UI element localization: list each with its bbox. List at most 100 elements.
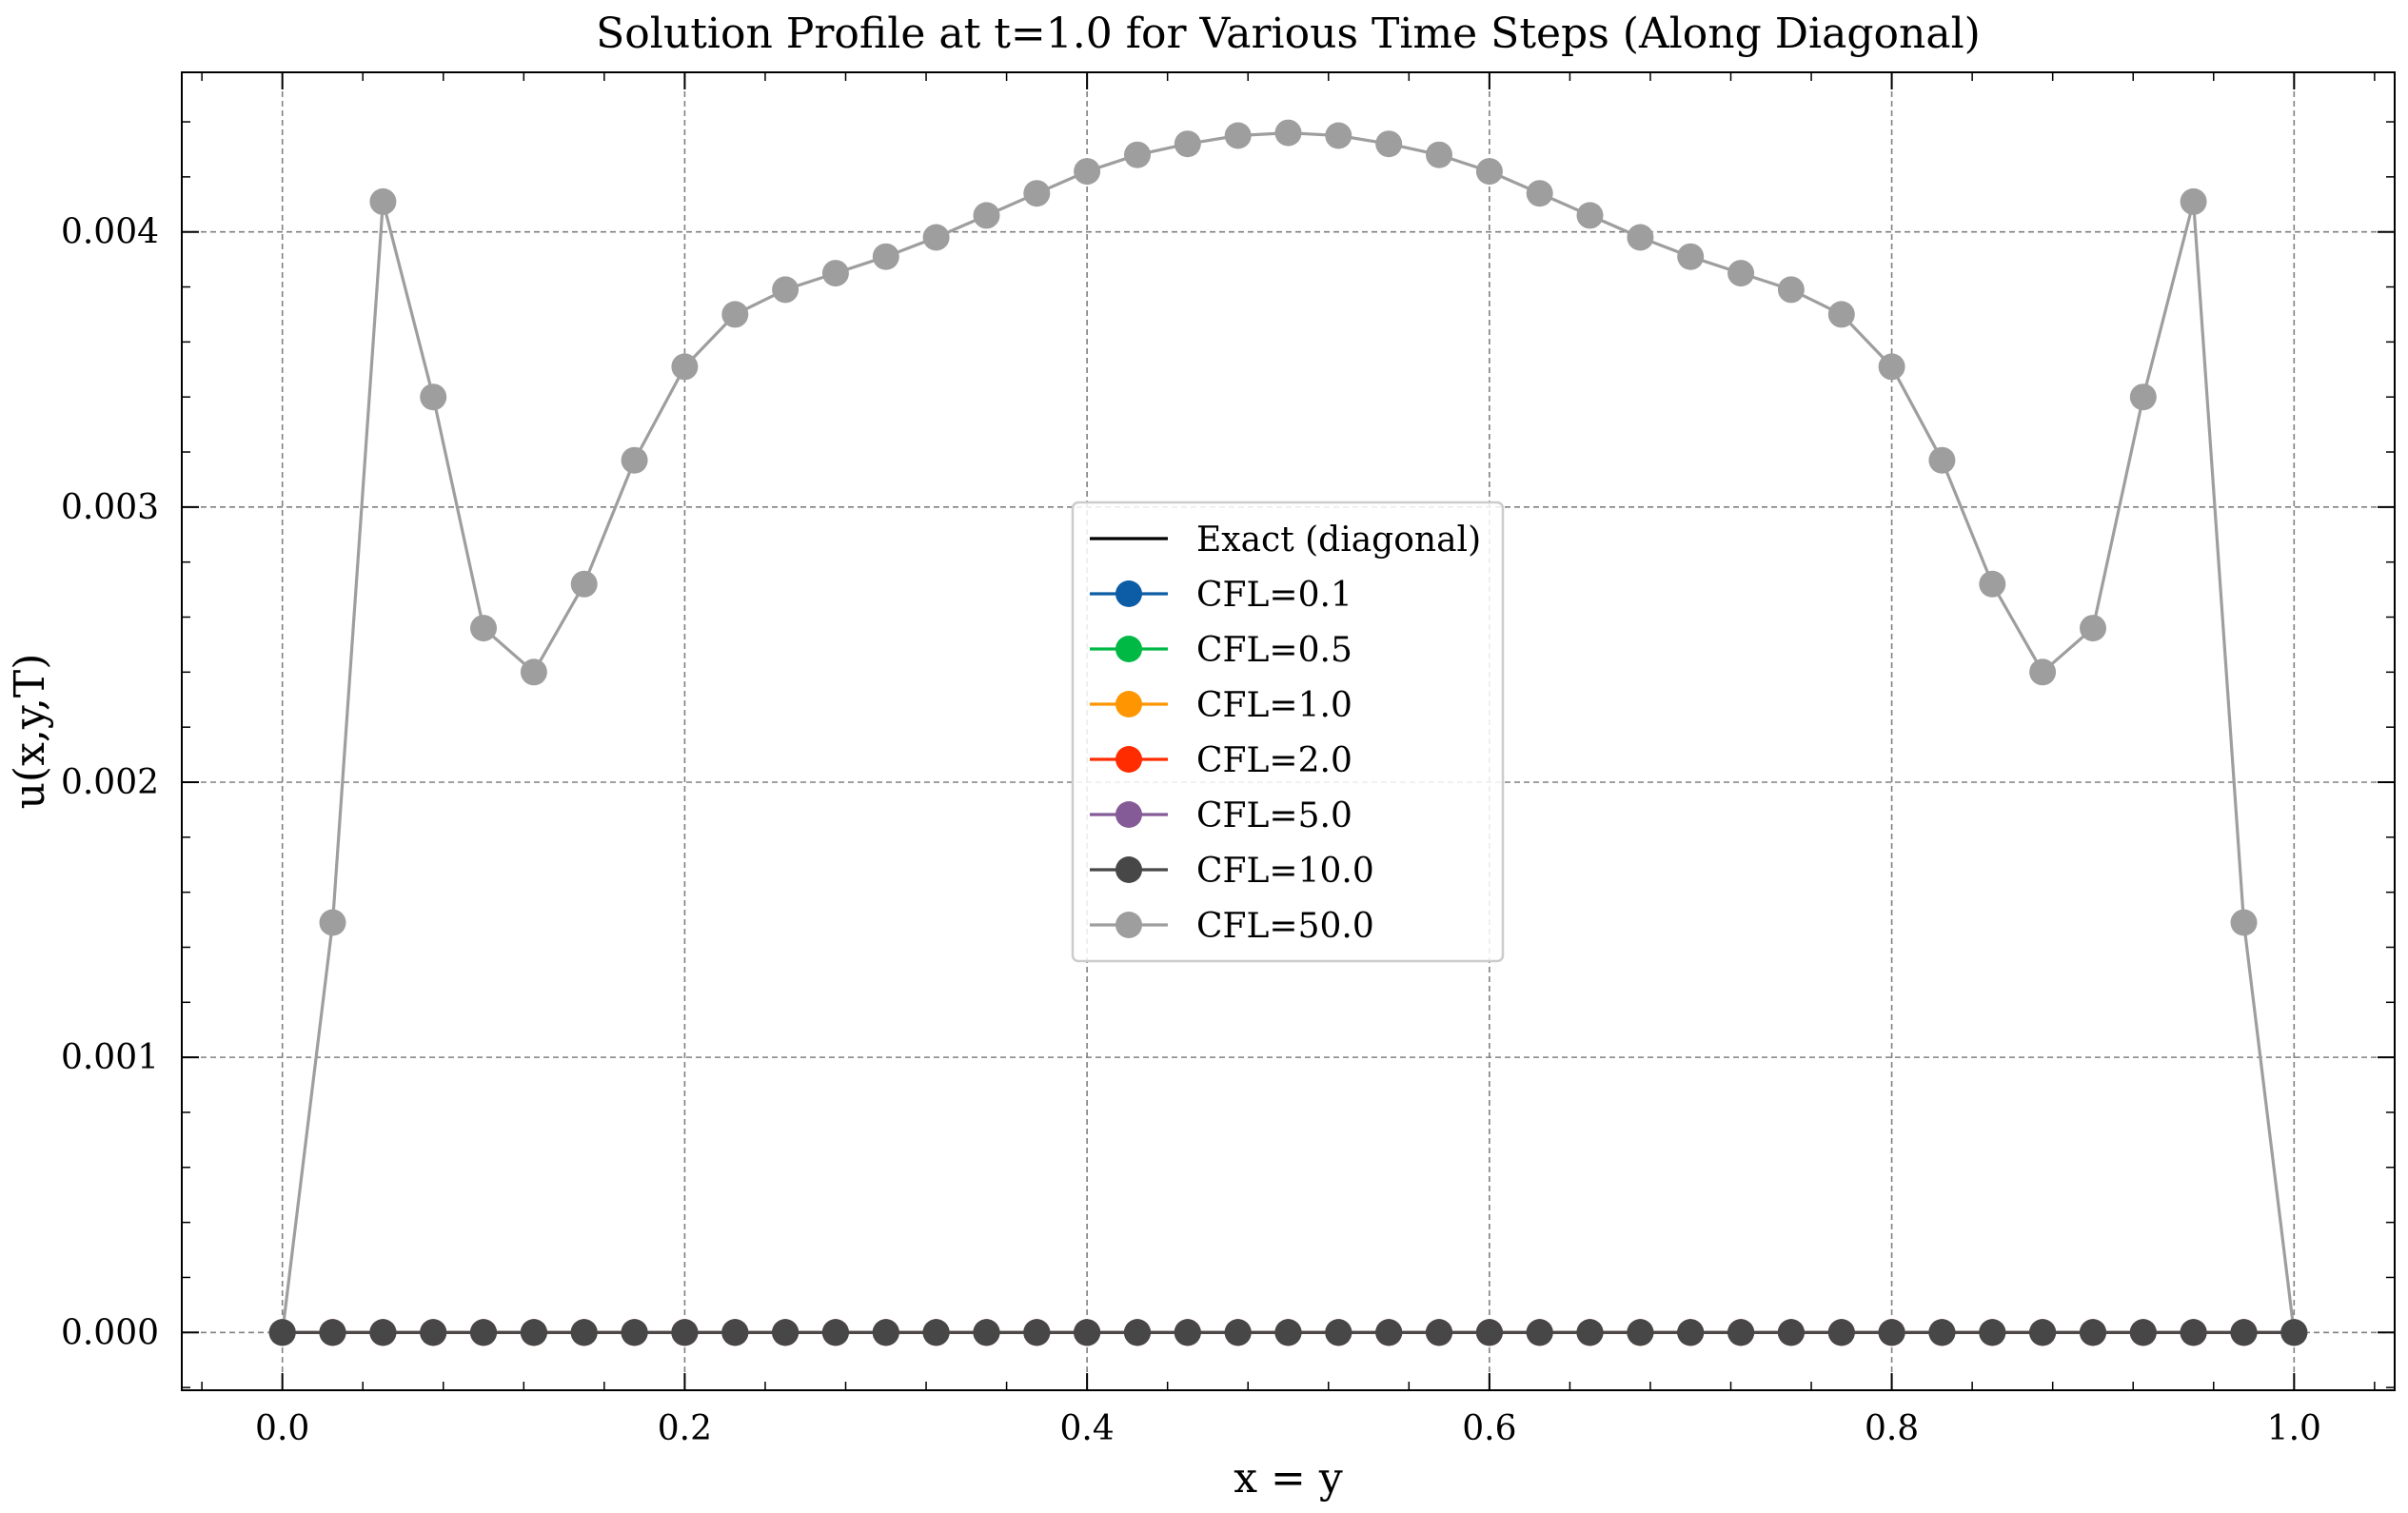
data-point: [821, 260, 849, 287]
data-point: [1224, 1319, 1252, 1346]
data-point: [1727, 260, 1755, 287]
data-point: [2129, 1319, 2157, 1346]
legend-label: CFL=1.0: [1196, 686, 1352, 725]
data-point: [1475, 158, 1503, 186]
data-point: [1274, 1319, 1302, 1346]
data-point: [671, 353, 699, 381]
data-point: [2080, 1319, 2106, 1346]
series-cfl-50-0: [268, 119, 2308, 1346]
series-cfl-10-0: [268, 1319, 2308, 1346]
legend-marker: [1115, 801, 1142, 828]
data-point: [1627, 1319, 1654, 1346]
data-point: [872, 1319, 899, 1346]
data-point: [570, 1319, 598, 1346]
legend-label: CFL=50.0: [1196, 907, 1374, 946]
data-point: [520, 658, 547, 686]
plot-frame: [181, 71, 2396, 1391]
data-point: [1124, 141, 1151, 168]
data-point: [1827, 301, 1855, 328]
y-tick-label: 0.004: [61, 213, 159, 252]
data-point: [1526, 180, 1553, 207]
data-point: [1124, 1319, 1151, 1346]
data-point: [1979, 570, 2006, 598]
data-point: [268, 1319, 296, 1346]
data-point: [772, 276, 799, 304]
y-tick-label: 0.002: [61, 763, 159, 802]
data-point: [1526, 1319, 1553, 1346]
data-point: [1274, 119, 1302, 147]
legend-item: CFL=0.1: [1090, 576, 1352, 615]
legend-item: CFL=50.0: [1090, 907, 1374, 946]
data-point: [369, 187, 397, 215]
legend-label: CFL=2.0: [1196, 741, 1352, 780]
data-point: [1023, 180, 1051, 207]
data-point: [470, 615, 497, 642]
data-point: [570, 570, 598, 598]
data-point: [1426, 1319, 1452, 1346]
y-axis-label: u(x,y,T): [6, 654, 54, 810]
data-point: [1325, 122, 1352, 149]
data-point: [2080, 615, 2106, 642]
data-point: [1827, 1319, 1855, 1346]
legend-label: CFL=10.0: [1196, 852, 1374, 891]
data-point: [1878, 1319, 1905, 1346]
legend-item: CFL=10.0: [1090, 852, 1374, 891]
data-point: [1727, 1319, 1755, 1346]
data-point: [2280, 1319, 2308, 1346]
data-point: [973, 1319, 1000, 1346]
data-point: [922, 224, 950, 251]
axis-ticks: 0.0 0.2 0.4 0.6 0.8 1.0 0.000 0.001 0.002 0.003 0.…: [61, 72, 2395, 1448]
data-point: [872, 243, 899, 270]
data-point: [319, 909, 346, 936]
legend-item: CFL=5.0: [1090, 796, 1352, 835]
data-point: [1677, 243, 1705, 270]
data-point: [821, 1319, 849, 1346]
legend-item: CFL=0.5: [1090, 631, 1352, 670]
legend-label: CFL=5.0: [1196, 796, 1352, 835]
y-tick-label: 0.001: [61, 1038, 159, 1077]
data-point: [319, 1319, 346, 1346]
plot-series: [268, 119, 2308, 1346]
legend-box: [1071, 501, 1505, 963]
legend-marker: [1115, 912, 1142, 938]
data-point: [1074, 158, 1101, 186]
data-point: [1777, 1319, 1805, 1346]
data-point: [1928, 446, 1956, 474]
data-point: [1174, 1319, 1201, 1346]
legend-marker: [1115, 636, 1142, 662]
data-point: [621, 1319, 648, 1346]
legend-label: CFL=0.5: [1196, 631, 1352, 670]
data-point: [922, 1319, 950, 1346]
data-point: [470, 1319, 497, 1346]
data-point: [1224, 122, 1252, 149]
data-point: [2180, 187, 2207, 215]
data-point: [1677, 1319, 1705, 1346]
data-point: [2180, 1319, 2207, 1346]
legend-item: Exact (diagonal): [1090, 521, 1481, 560]
legend-label: CFL=0.1: [1196, 576, 1352, 615]
data-point: [1576, 202, 1604, 229]
x-tick-label: 0.4: [1060, 1409, 1115, 1448]
y-tick-label: 0.000: [61, 1313, 159, 1352]
data-point: [1174, 130, 1201, 158]
legend: Exact (diagonal) CFL=0.1 CFL=0.5 CFL=1.0 CFL…: [1071, 501, 1505, 963]
data-point: [1375, 1319, 1403, 1346]
data-point: [1426, 141, 1452, 168]
legend-marker: [1115, 580, 1142, 607]
data-point: [2230, 909, 2258, 936]
data-point: [671, 1319, 699, 1346]
y-tick-label: 0.003: [61, 488, 159, 527]
data-point: [2129, 383, 2157, 411]
data-point: [1475, 1319, 1503, 1346]
data-point: [721, 301, 749, 328]
data-point: [1576, 1319, 1604, 1346]
data-point: [772, 1319, 799, 1346]
legend-item: CFL=1.0: [1090, 686, 1352, 725]
data-point: [520, 1319, 547, 1346]
data-point: [1325, 1319, 1352, 1346]
data-point: [420, 383, 447, 411]
legend-marker: [1115, 746, 1142, 773]
x-tick-label: 0.2: [658, 1409, 712, 1448]
x-tick-label: 0.6: [1462, 1409, 1516, 1448]
